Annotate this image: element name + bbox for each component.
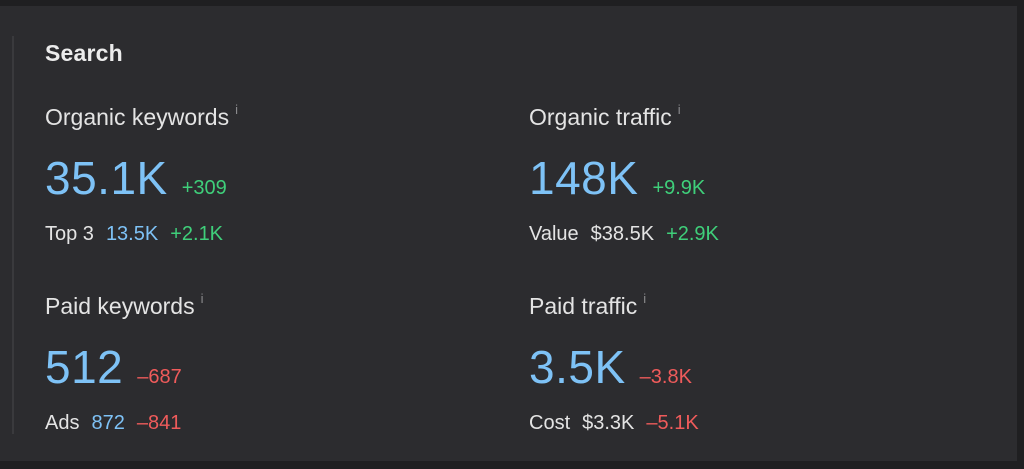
metric-value-row: 3.5K –3.8K bbox=[529, 339, 692, 395]
info-icon[interactable]: i bbox=[643, 291, 647, 306]
metric-value[interactable]: 148K bbox=[529, 152, 639, 204]
sub-value: $38.5K bbox=[590, 223, 655, 245]
metric-label[interactable]: Organic keywords bbox=[45, 104, 230, 130]
sub-delta: +2.9K bbox=[666, 223, 719, 245]
sub-label: Value bbox=[529, 223, 579, 245]
metric-sub-row: Cost $3.3K –5.1K bbox=[529, 409, 699, 437]
sub-value[interactable]: 872 bbox=[91, 412, 125, 434]
search-panel: Search Organic keywords i 35.1K +309 Top… bbox=[0, 6, 1017, 461]
metric-label-row: Organic keywords i bbox=[45, 102, 238, 132]
section-title: Search bbox=[45, 40, 123, 66]
metric-sub-row: Ads 872 –841 bbox=[45, 409, 181, 437]
metric-value[interactable]: 35.1K bbox=[45, 152, 168, 204]
metric-paid-keywords: Paid keywords i 512 –687 Ads 872 –841 bbox=[45, 291, 485, 441]
info-icon[interactable]: i bbox=[200, 291, 204, 306]
sub-label: Cost bbox=[529, 412, 571, 434]
metric-value[interactable]: 3.5K bbox=[529, 341, 626, 393]
metric-label[interactable]: Paid traffic bbox=[529, 293, 638, 319]
sub-value[interactable]: 13.5K bbox=[105, 223, 159, 245]
metric-paid-traffic: Paid traffic i 3.5K –3.8K Cost $3.3K –5.… bbox=[529, 291, 969, 441]
left-divider bbox=[12, 36, 14, 434]
metric-sub-row: Top 3 13.5K +2.1K bbox=[45, 220, 223, 248]
metric-delta: –3.8K bbox=[639, 366, 692, 388]
metric-value[interactable]: 512 bbox=[45, 341, 124, 393]
metric-sub-row: Value $38.5K +2.9K bbox=[529, 220, 719, 248]
metric-value-row: 512 –687 bbox=[45, 339, 182, 395]
metric-delta: –687 bbox=[137, 366, 182, 388]
info-icon[interactable]: i bbox=[235, 102, 238, 117]
metric-delta: +9.9K bbox=[652, 177, 706, 199]
metric-label-row: Paid traffic i bbox=[529, 291, 646, 321]
info-icon[interactable]: i bbox=[677, 102, 681, 117]
sub-delta: –841 bbox=[136, 412, 182, 434]
metric-label-row: Organic traffic i bbox=[529, 102, 681, 132]
sub-delta: +2.1K bbox=[170, 223, 224, 245]
sub-delta: –5.1K bbox=[646, 412, 699, 434]
metric-value-row: 35.1K +309 bbox=[45, 150, 227, 206]
metric-value-row: 148K +9.9K bbox=[529, 150, 705, 206]
metric-organic-keywords: Organic keywords i 35.1K +309 Top 3 13.5… bbox=[45, 102, 485, 252]
sub-label: Ads bbox=[45, 412, 80, 434]
metric-label[interactable]: Paid keywords bbox=[45, 293, 195, 319]
metric-label-row: Paid keywords i bbox=[45, 291, 203, 321]
metric-organic-traffic: Organic traffic i 148K +9.9K Value $38.5… bbox=[529, 102, 969, 252]
metric-delta: +309 bbox=[181, 177, 227, 199]
metric-label[interactable]: Organic traffic bbox=[529, 104, 672, 130]
sub-label: Top 3 bbox=[45, 223, 94, 245]
sub-value: $3.3K bbox=[582, 412, 635, 434]
